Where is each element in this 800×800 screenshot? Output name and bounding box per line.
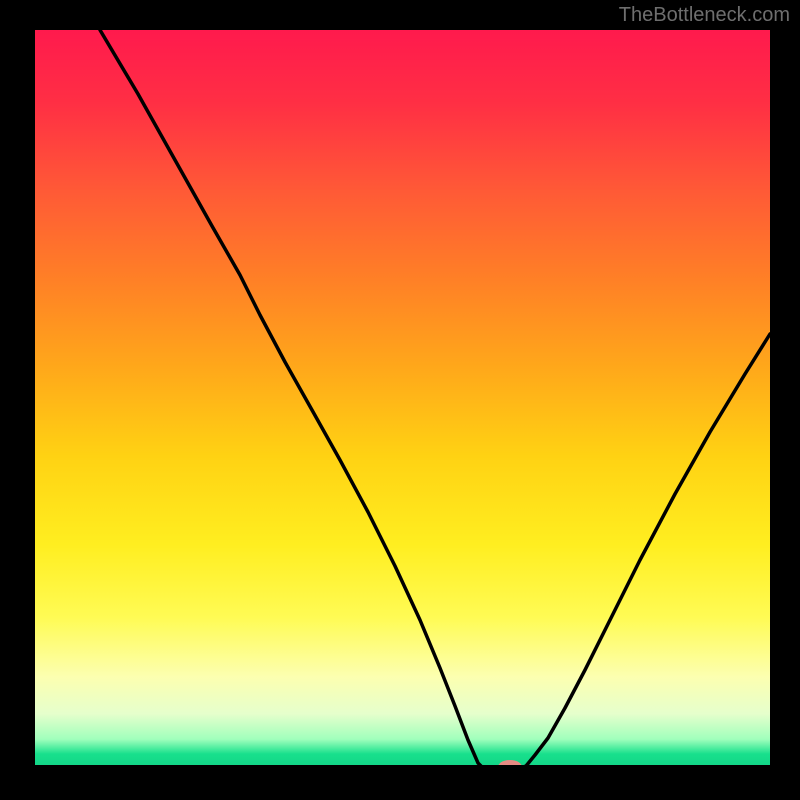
chart-container: TheBottleneck.com (0, 0, 800, 800)
frame-border-left (0, 0, 35, 800)
frame-border-right (770, 0, 800, 800)
bottleneck-curve-chart (0, 0, 800, 800)
frame-border-bottom (0, 765, 800, 800)
gradient-background (35, 30, 770, 765)
watermark-text: TheBottleneck.com (619, 4, 790, 27)
